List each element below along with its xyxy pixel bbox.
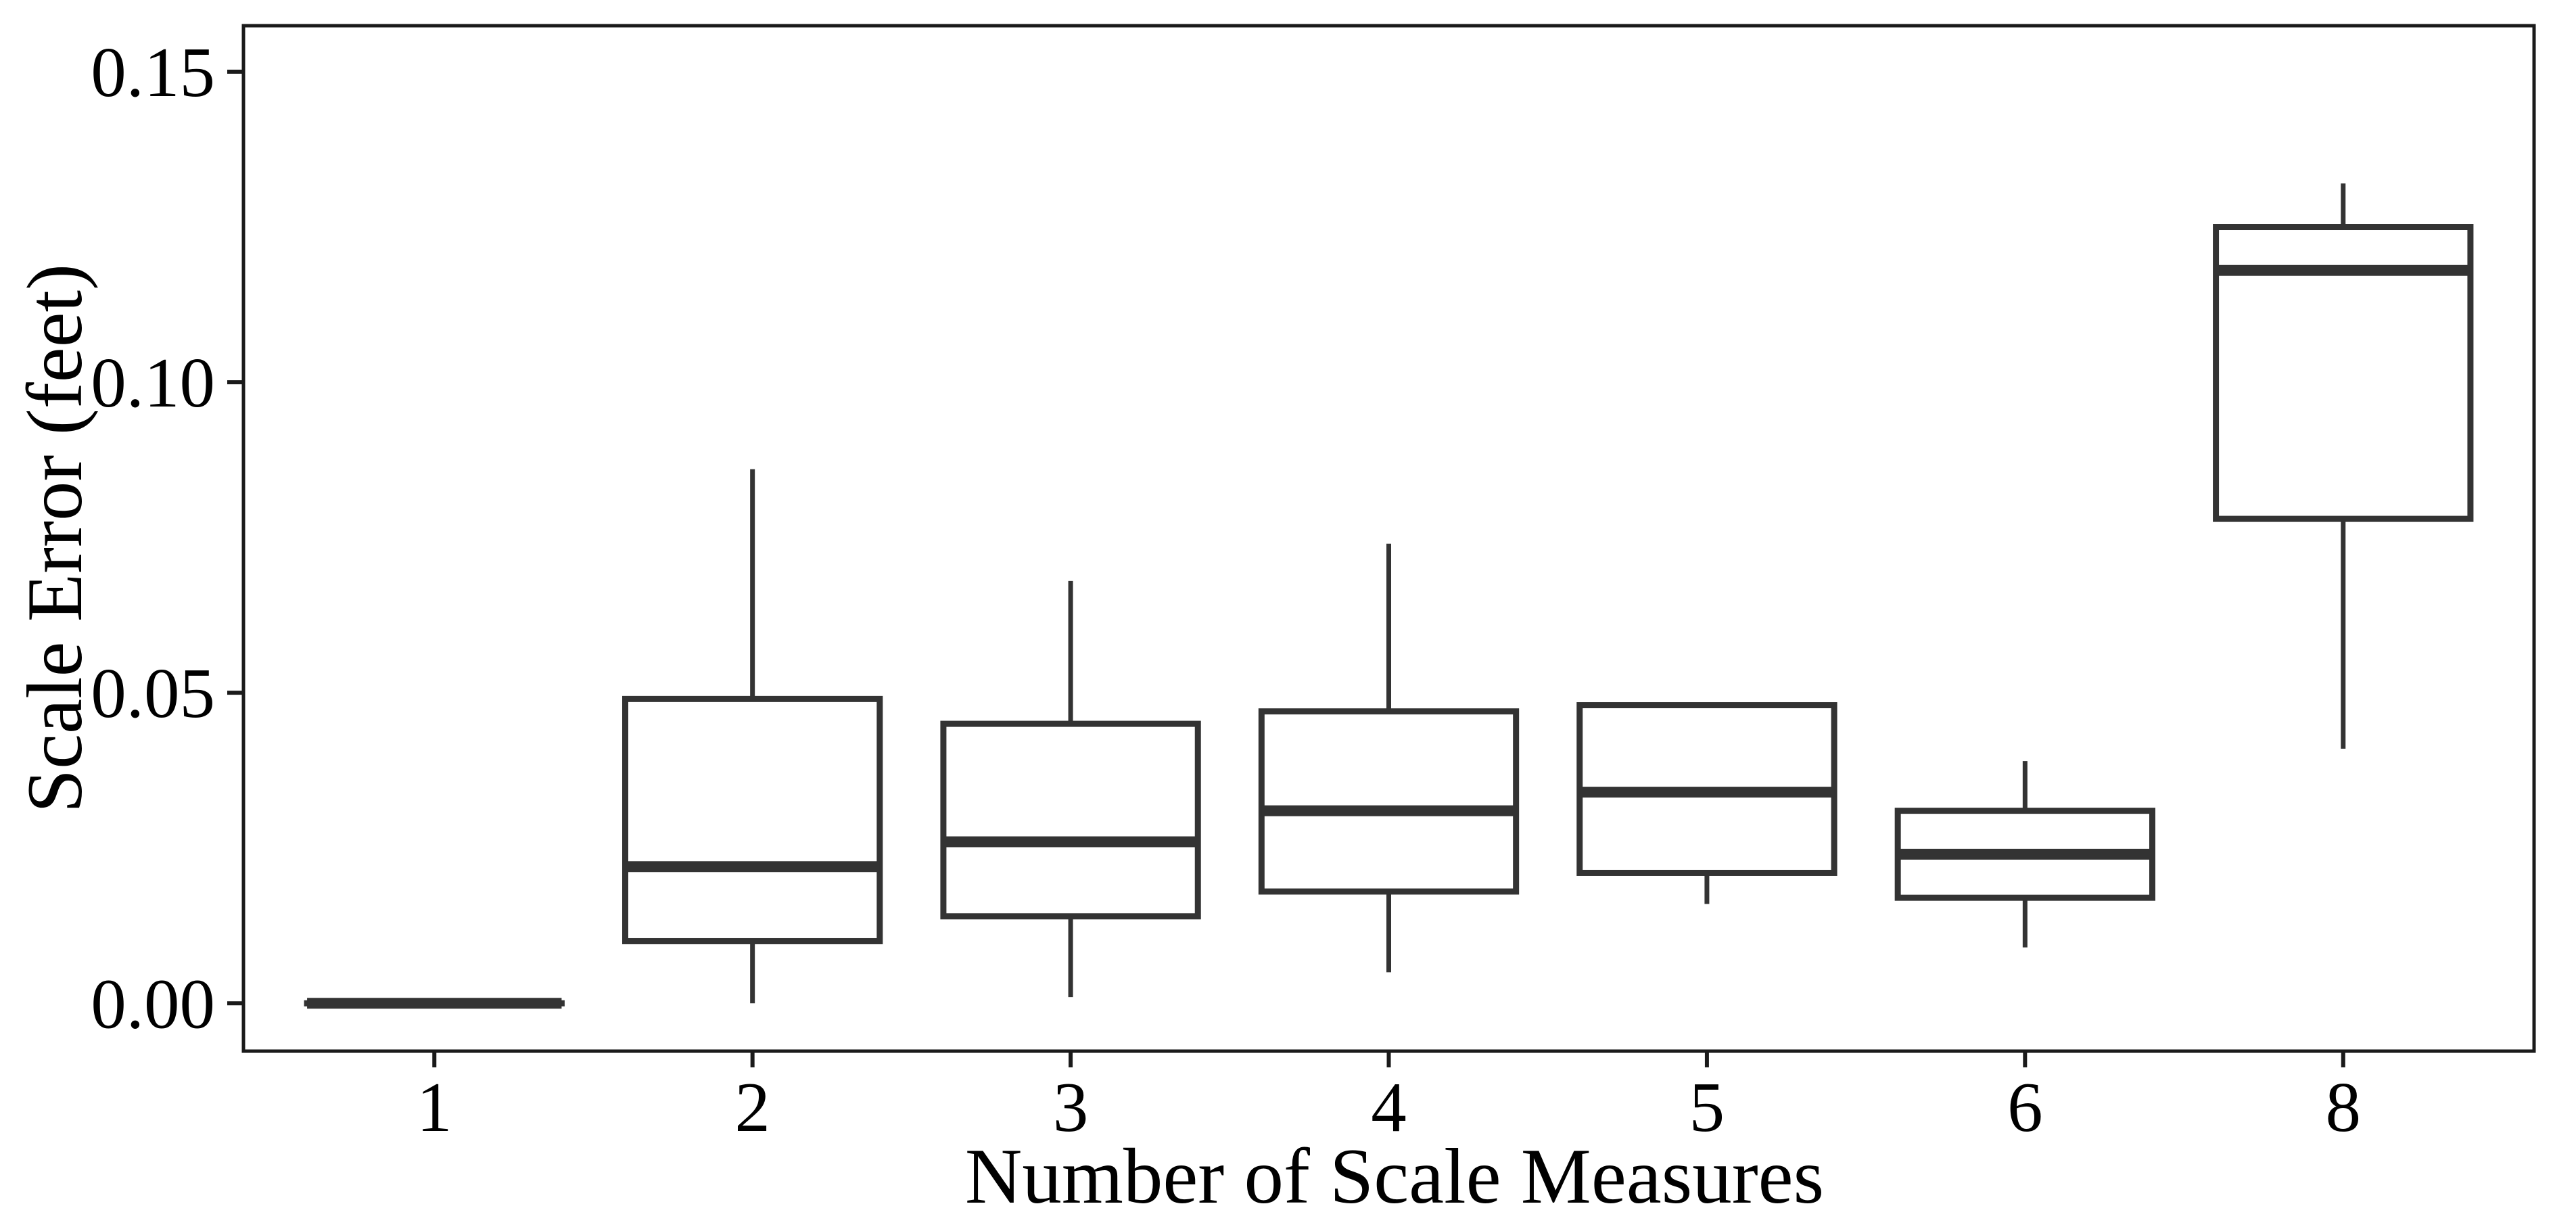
x-tick-label: 2 <box>734 1067 770 1147</box>
x-tick-label: 6 <box>2007 1067 2043 1147</box>
box-category-3 <box>940 720 1201 920</box>
plot-area: 0.00 0.05 0.10 0.15 1 2 3 4 5 6 8 <box>91 24 2536 1147</box>
x-tick-label: 1 <box>417 1067 452 1147</box>
x-tick-label: 3 <box>1053 1067 1089 1147</box>
x-tick-label: 4 <box>1371 1067 1407 1147</box>
x-axis-title: Number of Scale Measures <box>965 1133 1824 1220</box>
y-tick-label: 0.10 <box>91 343 215 422</box>
y-axis-title: Scale Error (feet) <box>11 264 99 813</box>
x-tick-label: 5 <box>1689 1067 1725 1147</box>
x-tick-label: 8 <box>2326 1067 2362 1147</box>
box-category-4 <box>1258 708 1520 895</box>
y-tick-label: 0.05 <box>91 653 215 733</box>
panel-border <box>241 24 2536 1053</box>
y-tick-label: 0.15 <box>91 32 215 112</box>
y-tick-label: 0.00 <box>91 964 215 1043</box>
box-category-2 <box>622 695 883 944</box>
